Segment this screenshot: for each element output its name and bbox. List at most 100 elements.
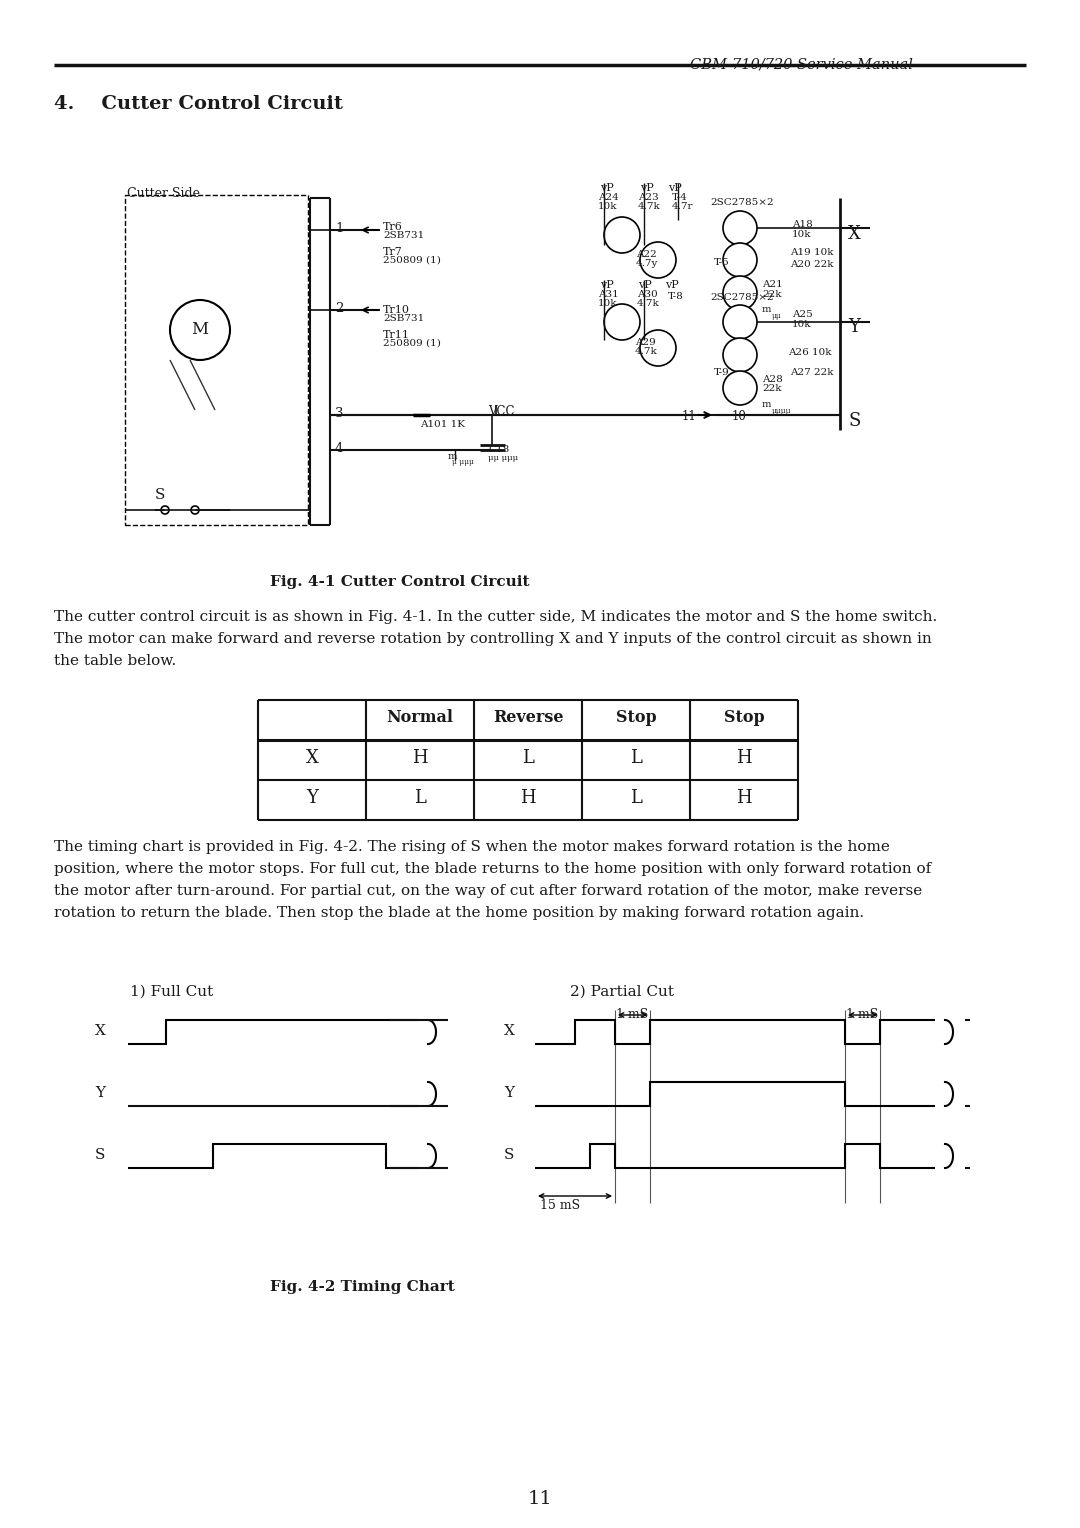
Text: the table below.: the table below.	[54, 654, 176, 668]
Text: the motor after turn-around. For partial cut, on the way of cut after forward ro: the motor after turn-around. For partial…	[54, 885, 922, 898]
Circle shape	[604, 304, 640, 341]
Text: A20 22k: A20 22k	[789, 260, 834, 269]
Text: 1 mS: 1 mS	[616, 1008, 648, 1021]
Text: 4.7y: 4.7y	[636, 260, 659, 267]
Text: 4.7k: 4.7k	[635, 347, 658, 356]
Text: 15 mS: 15 mS	[540, 1199, 580, 1212]
Text: Y: Y	[306, 788, 318, 807]
Circle shape	[604, 217, 640, 254]
Text: 4: 4	[335, 442, 343, 455]
Text: T-4: T-4	[672, 193, 688, 202]
Text: T-5: T-5	[714, 258, 730, 267]
Text: A23: A23	[638, 193, 659, 202]
Text: Y: Y	[848, 318, 860, 336]
Text: vP: vP	[600, 183, 613, 193]
Text: CBM-710/720 Service Manual: CBM-710/720 Service Manual	[690, 58, 913, 72]
Text: Fig. 4-2 Timing Chart: Fig. 4-2 Timing Chart	[270, 1280, 455, 1294]
Circle shape	[161, 506, 168, 513]
Text: 4.7k: 4.7k	[637, 299, 660, 309]
Circle shape	[640, 241, 676, 278]
Text: H: H	[737, 749, 752, 767]
Text: Y: Y	[504, 1086, 514, 1100]
Text: A27 22k: A27 22k	[789, 368, 834, 377]
Text: X: X	[504, 1024, 515, 1038]
Text: vP: vP	[669, 183, 681, 193]
Circle shape	[723, 211, 757, 244]
Text: Stop: Stop	[616, 709, 657, 726]
Text: μμμμ: μμμμ	[772, 406, 792, 416]
Text: X: X	[95, 1024, 106, 1038]
Text: Fig. 4-1 Cutter Control Circuit: Fig. 4-1 Cutter Control Circuit	[270, 575, 529, 588]
Text: rotation to return the blade. Then stop the blade at the home position by making: rotation to return the blade. Then stop …	[54, 906, 864, 920]
Text: 2SC2785×2: 2SC2785×2	[710, 199, 773, 206]
Text: L: L	[630, 788, 642, 807]
Text: L: L	[630, 749, 642, 767]
Text: H: H	[413, 749, 428, 767]
Text: 1: 1	[335, 222, 343, 235]
Text: A29: A29	[635, 338, 656, 347]
Text: X: X	[848, 225, 861, 243]
Text: A26 10k: A26 10k	[788, 348, 832, 358]
Text: m: m	[762, 400, 771, 410]
Text: X: X	[306, 749, 319, 767]
Text: 10: 10	[732, 410, 747, 423]
Circle shape	[640, 330, 676, 367]
Text: M: M	[191, 321, 208, 339]
Text: vP: vP	[665, 280, 678, 290]
Circle shape	[191, 506, 199, 513]
Text: C18: C18	[488, 445, 510, 454]
Text: Y: Y	[95, 1086, 105, 1100]
Text: S: S	[95, 1148, 106, 1161]
Text: 4.7k: 4.7k	[638, 202, 661, 211]
Text: 10k: 10k	[598, 202, 618, 211]
Text: 2SB731: 2SB731	[383, 313, 424, 322]
Text: A19 10k: A19 10k	[789, 248, 834, 257]
Text: S: S	[848, 413, 861, 429]
Text: T-9: T-9	[714, 368, 730, 377]
Text: 4.    Cutter Control Circuit: 4. Cutter Control Circuit	[54, 95, 342, 113]
Text: Reverse: Reverse	[492, 709, 564, 726]
Text: A21: A21	[762, 280, 783, 289]
Text: 3: 3	[335, 406, 343, 420]
Circle shape	[170, 299, 230, 361]
Text: A101 1K: A101 1K	[420, 420, 465, 429]
Text: vP: vP	[638, 280, 651, 290]
Text: m: m	[762, 306, 771, 313]
Text: S: S	[156, 487, 165, 503]
Text: A28: A28	[762, 374, 783, 384]
Text: 22k: 22k	[762, 290, 782, 299]
Text: μμ μμμ: μμ μμμ	[488, 454, 518, 461]
Text: A22: A22	[636, 251, 657, 260]
Text: T-8: T-8	[669, 292, 684, 301]
Text: The timing chart is provided in Fig. 4-2. The rising of S when the motor makes f: The timing chart is provided in Fig. 4-2…	[54, 840, 890, 854]
Text: 11: 11	[528, 1490, 552, 1508]
Text: vP: vP	[640, 183, 653, 193]
Text: 1) Full Cut: 1) Full Cut	[130, 986, 213, 999]
Circle shape	[723, 277, 757, 310]
Text: Tr7: Tr7	[383, 248, 403, 257]
Text: 10k: 10k	[598, 299, 618, 309]
Text: 2: 2	[335, 303, 343, 315]
Text: A24: A24	[598, 193, 619, 202]
Text: 10k: 10k	[792, 231, 811, 238]
Text: vP: vP	[600, 280, 613, 290]
Text: S: S	[504, 1148, 514, 1161]
Text: A25: A25	[792, 310, 813, 319]
Text: Tr6: Tr6	[383, 222, 403, 232]
Text: 2) Partial Cut: 2) Partial Cut	[570, 986, 674, 999]
Text: m: m	[448, 452, 457, 461]
Text: The motor can make forward and reverse rotation by controlling X and Y inputs of: The motor can make forward and reverse r…	[54, 633, 932, 646]
Text: 10k: 10k	[792, 319, 811, 329]
Text: Tr10: Tr10	[383, 306, 410, 315]
Text: A18: A18	[792, 220, 813, 229]
Text: 4.7r: 4.7r	[672, 202, 693, 211]
Text: Tr11: Tr11	[383, 330, 410, 341]
Text: L: L	[522, 749, 534, 767]
Text: A31: A31	[598, 290, 619, 299]
Text: 2SB731: 2SB731	[383, 231, 424, 240]
Text: The cutter control circuit is as shown in Fig. 4-1. In the cutter side, M indica: The cutter control circuit is as shown i…	[54, 610, 937, 623]
Text: Cutter Side: Cutter Side	[127, 186, 200, 200]
Text: 250809 (1): 250809 (1)	[383, 257, 441, 264]
Text: Normal: Normal	[387, 709, 454, 726]
Text: 1 mS: 1 mS	[846, 1008, 878, 1021]
